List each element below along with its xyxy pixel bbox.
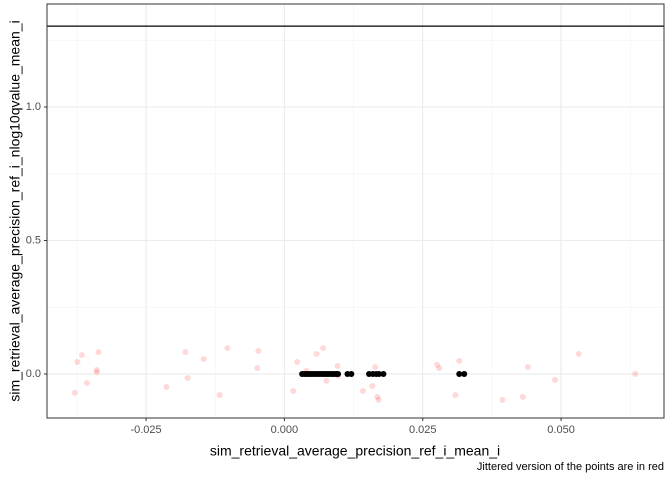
point — [224, 345, 231, 352]
point — [74, 358, 81, 365]
point — [452, 392, 459, 399]
point — [290, 388, 297, 395]
point — [461, 370, 468, 377]
point — [71, 389, 78, 396]
caption: Jittered version of the points are in re… — [477, 461, 664, 473]
y-axis-title: sim_retrieval_average_precision_ref_i_nl… — [7, 20, 23, 401]
x-tick-label: 0.000 — [271, 424, 299, 436]
point — [182, 349, 189, 356]
point — [376, 370, 383, 377]
x-tick-label: 0.050 — [547, 424, 575, 436]
x-axis-title: sim_retrieval_average_precision_ref_i_me… — [210, 443, 500, 459]
point — [551, 376, 558, 383]
point — [294, 358, 301, 365]
point — [320, 345, 327, 352]
point — [375, 396, 382, 403]
panel-border — [46, 3, 665, 419]
marks — [47, 25, 664, 403]
point — [348, 370, 355, 377]
point — [254, 365, 261, 372]
point — [456, 370, 463, 377]
point — [163, 384, 170, 391]
point — [313, 350, 320, 357]
point — [456, 357, 463, 364]
point — [369, 382, 376, 389]
point — [184, 374, 191, 381]
point — [216, 392, 223, 399]
point — [78, 352, 85, 359]
x-tick-label: -0.025 — [130, 424, 161, 436]
point — [359, 388, 366, 395]
point — [380, 370, 387, 377]
point — [632, 370, 639, 377]
point — [93, 369, 100, 376]
point — [434, 361, 441, 368]
y-tick-label: 0.5 — [26, 234, 41, 246]
point — [255, 348, 262, 355]
point — [335, 370, 342, 377]
point — [519, 393, 526, 400]
grid — [47, 4, 664, 418]
point — [374, 393, 381, 400]
point — [200, 356, 207, 363]
point — [334, 362, 341, 369]
y-tick-label: 1.0 — [26, 101, 41, 113]
point — [436, 365, 443, 372]
point — [575, 350, 582, 357]
point — [83, 380, 90, 387]
point — [499, 396, 506, 403]
point — [95, 349, 102, 356]
point — [372, 364, 379, 371]
panel — [47, 4, 664, 418]
point — [524, 364, 531, 371]
x-tick-label: 0.025 — [409, 424, 437, 436]
point — [93, 366, 100, 373]
point — [323, 377, 330, 384]
y-tick-label: 0.0 — [26, 368, 41, 380]
